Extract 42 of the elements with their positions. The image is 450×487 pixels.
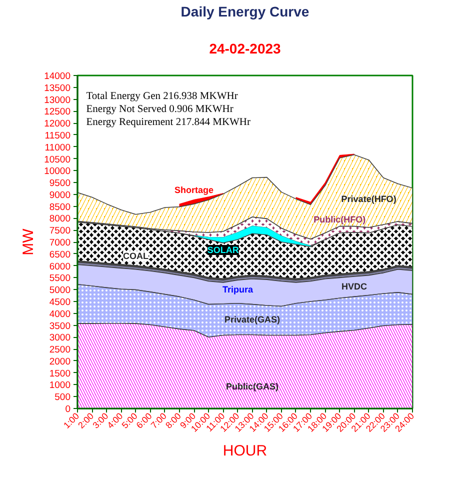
x-axis-title: HOUR: [222, 442, 268, 460]
y-tick-label: 13500: [44, 82, 71, 94]
chart-title: Daily Energy Curve: [180, 4, 310, 20]
series-label: Tripura: [222, 284, 254, 294]
y-tick-label: 7000: [49, 238, 71, 248]
y-tick-label: 500: [54, 392, 71, 404]
series-label: SOLAR: [207, 244, 240, 255]
y-tick-label: 10500: [44, 154, 71, 166]
y-tick-label: 6000: [49, 261, 71, 272]
annotation: Energy Not Served 0.906 MKWHr: [86, 104, 234, 115]
y-tick-label: 8500: [49, 202, 71, 213]
y-tick-label: 4000: [49, 308, 71, 320]
y-tick-label: 10000: [44, 166, 71, 178]
y-tick-label: 13000: [44, 94, 71, 106]
y-tick-label: 1500: [49, 368, 71, 380]
y-tick-label: 5500: [49, 273, 71, 284]
y-tick-label: 1000: [49, 380, 71, 392]
y-tick-label: 12000: [44, 118, 71, 130]
annotation: Energy Requirement 217.844 MKWHr: [86, 116, 252, 128]
series-label: HVDC: [341, 282, 368, 292]
y-tick-label: 5000: [49, 285, 71, 296]
chart-subtitle: 24-02-2023: [209, 40, 282, 56]
y-tick-label: 3000: [49, 332, 71, 344]
y-tick-label: 7500: [49, 226, 71, 237]
series-label: Private(GAS): [224, 314, 280, 325]
y-tick-label: 14000: [44, 71, 71, 82]
y-tick-label: 11500: [44, 130, 71, 142]
y-tick-label: 9500: [49, 178, 71, 190]
y-tick-label: 9000: [49, 190, 71, 201]
y-tick-label: 11000: [44, 142, 71, 154]
y-tick-label: 6500: [49, 249, 71, 260]
y-tick-label: 2500: [49, 344, 71, 356]
y-tick-label: 4500: [49, 296, 71, 308]
series-label: Shortage: [174, 184, 214, 195]
y-axis-title: MW: [20, 228, 38, 256]
y-tick-label: 0: [65, 404, 71, 415]
y-tick-label: 12500: [44, 106, 71, 118]
annotation: Total Energy Gen 216.938 MKWHr: [86, 90, 238, 102]
series-label: COAL: [123, 251, 150, 262]
y-tick-label: 8000: [49, 214, 71, 225]
y-tick-label: 3500: [49, 320, 71, 332]
y-tick-label: 2000: [49, 356, 71, 368]
